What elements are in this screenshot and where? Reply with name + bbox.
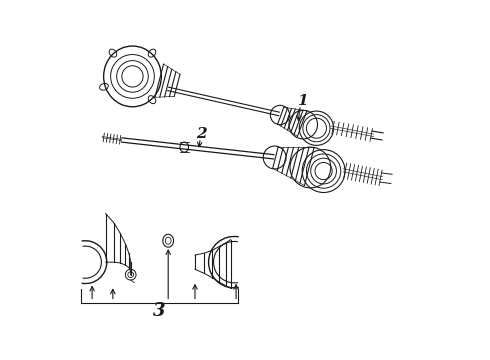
Text: 3: 3 (153, 302, 166, 320)
Text: 1: 1 (297, 94, 307, 108)
Text: 2: 2 (196, 127, 207, 141)
